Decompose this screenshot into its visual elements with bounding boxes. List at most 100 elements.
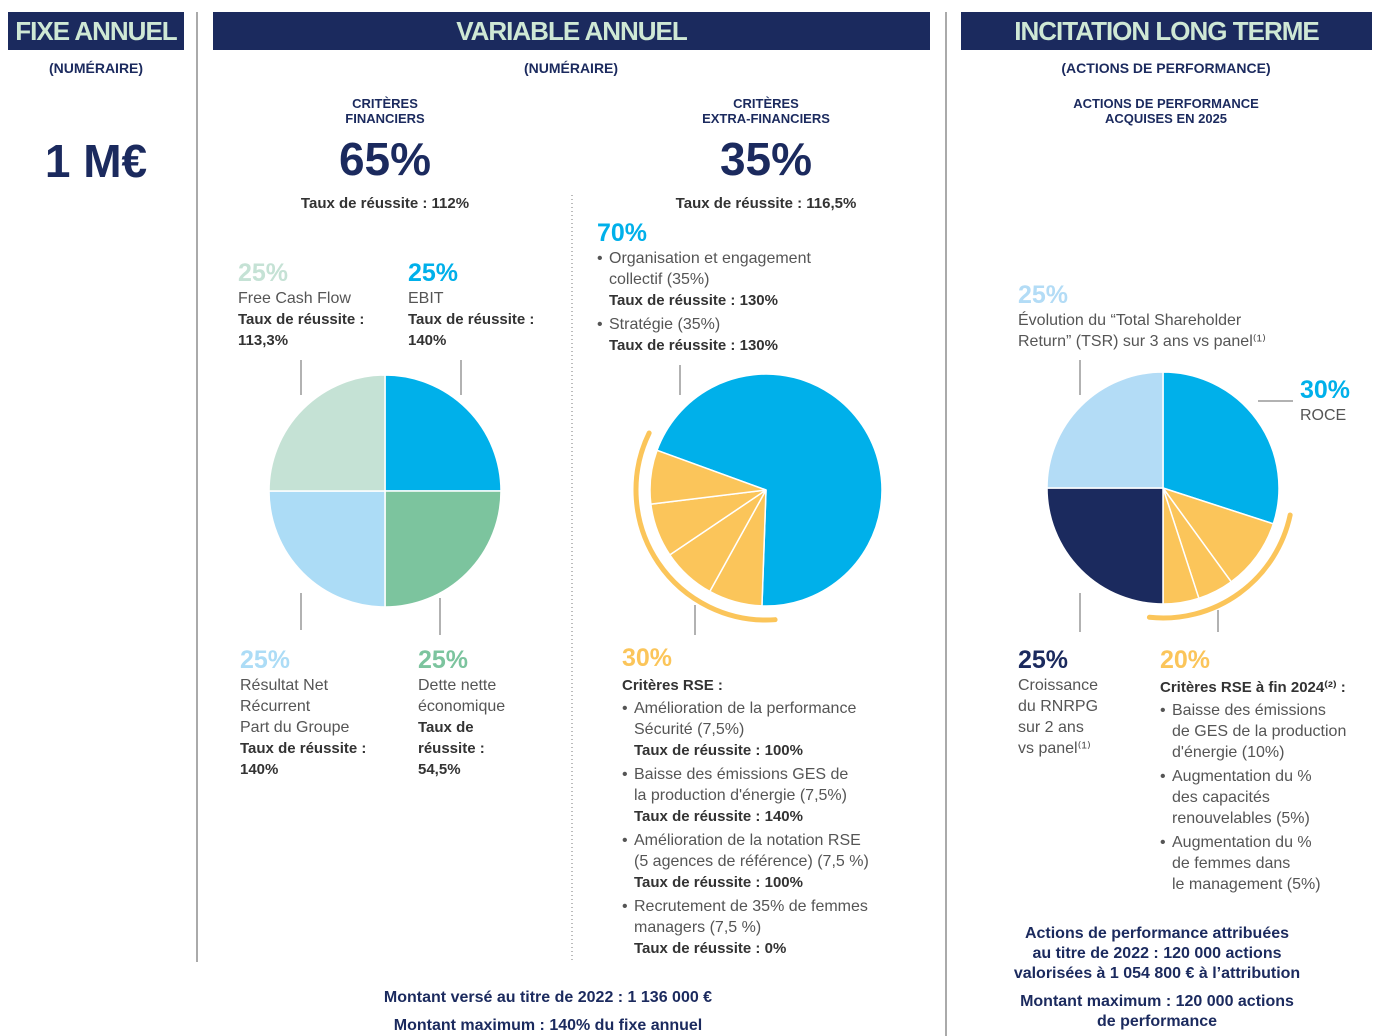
slice-desc: Récurrent (240, 698, 311, 715)
pie-slice (384, 374, 502, 492)
slice-percent: 25% (1018, 281, 1069, 309)
criterion-text: Amélioration de la performance (634, 700, 857, 717)
pie-slice (1161, 486, 1275, 583)
pie-slice (268, 374, 386, 492)
slice-rate: Taux de (418, 719, 474, 736)
slice-heading: Critères RSE : (622, 677, 723, 694)
heading-line: CRITÈRES (733, 96, 799, 111)
heading-line: CRITÈRES (352, 96, 418, 111)
slice-percent: 30% (622, 644, 673, 672)
criterion: Augmentation du % des capacités renouvelab… (1160, 766, 1346, 829)
slice-label: 25% Free Cash Flow Taux de réussite : 113,3… (238, 258, 364, 351)
heading-line: FINANCIERS (345, 111, 425, 126)
criterion-text: le management (5%) (1172, 876, 1321, 893)
slice-rate: 140% (240, 761, 279, 778)
slice-label: 25% Dette nette économique Taux de réussite … (418, 645, 505, 780)
heading-line: ACTIONS DE PERFORMANCE (1073, 96, 1259, 111)
group-arc (633, 430, 778, 623)
slice-rate: Taux de réussite : (238, 311, 365, 328)
slice-label: 25% Croissance du RNRPG sur 2 ans vs panel⁽¹… (1018, 645, 1098, 759)
criterion-text: collectif (35%) (609, 271, 710, 288)
slice-percent: 30% (1300, 376, 1351, 404)
criteria-heading: ACTIONS DE PERFORMANCE ACQUISES EN 2025 (1073, 96, 1259, 126)
criteria-heading: CRITÈRES FINANCIERS (345, 96, 424, 126)
group-arc (1146, 512, 1293, 621)
slice-heading: Critères RSE à fin 2024⁽²⁾ : (1160, 679, 1346, 696)
criterion: Augmentation du % de femmes dans le manage… (1160, 832, 1346, 895)
criterion-text: Sécurité (7,5%) (634, 721, 745, 738)
criterion: Organisation et engagement collectif (35%… (597, 248, 811, 311)
weight: 65% (338, 133, 432, 185)
slice-desc: Dette nette (418, 677, 497, 694)
criterion-text: de GES de la production (1172, 723, 1347, 740)
slice-percent: 25% (1018, 646, 1069, 674)
heading-line: EXTRA-FINANCIERS (702, 111, 830, 126)
criterion-text: (5 agences de référence) (7,5 %) (634, 853, 869, 870)
footer-line: Montant versé au titre de 2022 : 1 136 0… (383, 989, 713, 1006)
subtitle: (NUMÉRAIRE) (523, 60, 619, 76)
footer: Montant versé au titre de 2022 : 1 136 0… (384, 988, 712, 1036)
footer-line: Actions de performance attribuées (1024, 925, 1290, 942)
slice-rate: 54,5% (418, 761, 461, 778)
amount: 1 M€ (44, 135, 148, 187)
slice-label: 25% Évolution du “Total Shareholder Return… (1018, 280, 1266, 352)
criterion-rate: Taux de réussite : 130% (609, 337, 778, 354)
subtitle: (ACTIONS DE PERFORMANCE) (1061, 60, 1271, 76)
slice-desc: du RNRPG (1018, 698, 1099, 715)
slice-desc: Part du Groupe (240, 719, 350, 736)
section-title: INCITATION LONG TERME (961, 12, 1372, 50)
criteria-heading: CRITÈRES EXTRA-FINANCIERS (702, 96, 830, 126)
criterion-text: la production d'énergie (7,5%) (634, 787, 847, 804)
criterion-rate: Taux de réussite : 100% (634, 742, 803, 759)
footer-line: Montant maximum : 140% du fixe annuel (393, 1017, 703, 1034)
footer-line: au titre de 2022 : 120 000 actions (1032, 945, 1282, 962)
pie-slice (1046, 371, 1164, 489)
pie-slice (384, 490, 502, 608)
slice-label: 25% Résultat Net Récurrent Part du Groupe Ta… (240, 645, 366, 780)
pie-slice (1046, 487, 1164, 605)
slice-desc: sur 2 ans (1018, 719, 1084, 736)
slice-rate: Taux de réussite : (408, 311, 535, 328)
slice-desc: ROCE (1300, 407, 1347, 424)
slice-rate: 140% (408, 332, 447, 349)
criterion: Baisse des émissions GES de la production… (622, 764, 869, 827)
criterion-text: Augmentation du % (1172, 834, 1312, 851)
criterion-text: de femmes dans (1172, 855, 1291, 872)
pie-slice (649, 449, 767, 505)
slice-percent: 25% (238, 259, 289, 287)
slice-desc: Return” (TSR) sur 3 ans vs panel⁽¹⁾ (1018, 333, 1266, 350)
criterion: Stratégie (35%) Taux de réussite : 130% (597, 314, 811, 356)
section-title: FIXE ANNUEL (8, 12, 184, 50)
slice-desc: économique (418, 698, 506, 715)
criterion-text: Baisse des émissions GES de (634, 766, 849, 783)
criterion-text: Recrutement de 35% de femmes (634, 898, 868, 915)
slice-label: 25% EBIT Taux de réussite : 140% (408, 258, 534, 351)
criterion-rate: Taux de réussite : 140% (634, 808, 803, 825)
criterion: Amélioration de la performance Sécurité (… (622, 698, 869, 761)
criterion-rate: Taux de réussite : 130% (609, 292, 778, 309)
footer: Actions de performance attribuées au titr… (1014, 924, 1300, 1032)
weight: 35% (719, 133, 813, 185)
slice-desc: vs panel⁽¹⁾ (1018, 740, 1091, 757)
slice-percent: 20% (1160, 646, 1211, 674)
section-title: VARIABLE ANNUEL (213, 12, 930, 50)
criterion: Baisse des émissions de GES de la product… (1160, 700, 1346, 763)
slice-percent: 25% (240, 646, 291, 674)
slice-percent: 25% (408, 259, 459, 287)
slice-desc: Free Cash Flow (238, 290, 351, 307)
slice-label: 70% Organisation et engagement collectif (… (597, 218, 811, 359)
slice-label: 20% Critères RSE à fin 2024⁽²⁾ : Baisse de… (1160, 645, 1346, 898)
success-rate: Taux de réussite : 112% (300, 195, 470, 212)
slice-label: 30% Critères RSE : Amélioration de la perf… (622, 643, 869, 962)
criterion-text: d'énergie (10%) (1172, 744, 1285, 761)
criterion-text: Baisse des émissions (1172, 702, 1326, 719)
slice-rate: réussite : (418, 740, 485, 757)
slice-desc: EBIT (408, 290, 444, 307)
criterion: Recrutement de 35% de femmes managers (7,… (622, 896, 869, 959)
criterion-text: des capacités (1172, 789, 1270, 806)
slice-desc: Évolution du “Total Shareholder (1018, 312, 1242, 329)
slice-rate: 113,3% (238, 332, 289, 349)
heading-line: ACQUISES EN 2025 (1104, 111, 1228, 126)
slice-percent: 25% (418, 646, 469, 674)
